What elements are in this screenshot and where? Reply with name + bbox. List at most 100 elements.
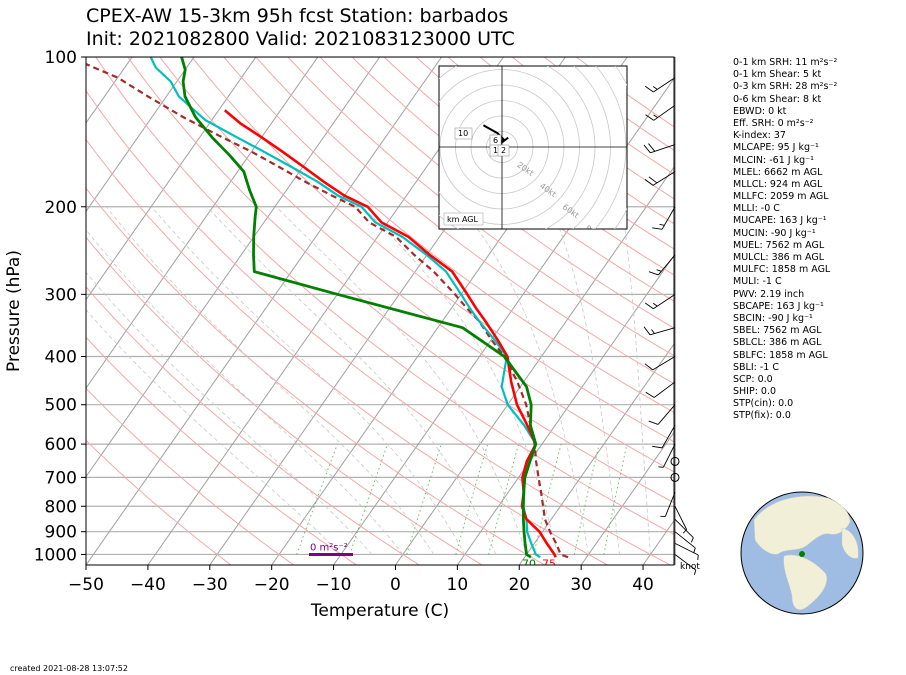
dry-adiabat [223, 57, 674, 413]
index-line: MLCAPE: 95 J kg⁻¹ [733, 142, 819, 154]
hodograph-height-label: 2 [501, 146, 506, 155]
index-line: MLLFC: 2059 m AGL [733, 191, 829, 203]
index-line: SBCAPE: 163 J kg⁻¹ [733, 300, 824, 312]
dewpoint-line [180, 57, 538, 559]
wind-barb [661, 425, 676, 449]
x-tick-label: −40 [130, 575, 166, 595]
index-line: EBWD: 0 kt [733, 105, 787, 117]
x-axis-label: Temperature (C) [310, 601, 449, 621]
dry-adiabat [86, 138, 608, 565]
isotherm [580, 431, 674, 565]
indices-panel: 0-1 km SRH: 11 m²s⁻² 0-1 km Shear: 5 kt 0-… [733, 57, 903, 423]
x-tick-label: 40 [632, 575, 654, 595]
station-marker [799, 551, 805, 557]
index-line: MLEL: 6662 m AGL [733, 166, 823, 178]
isotherm [395, 166, 674, 565]
dry-adiabat [86, 236, 483, 565]
wind-barb-flag [693, 547, 696, 553]
wind-barb [674, 542, 699, 556]
chart-subtitle: Init: 2021082800 Valid: 2021083123000 UT… [86, 28, 515, 50]
wind-barb-flag [656, 269, 662, 272]
moist-adiabat [460, 206, 589, 555]
dry-adiabat [86, 187, 546, 565]
index-line: STP(cin): 0.0 [733, 398, 794, 410]
wind-barb [674, 506, 688, 530]
index-line: 0-6 km Shear: 8 kt [733, 93, 822, 105]
x-tick-label: −10 [316, 575, 352, 595]
x-tick-label: 0 [390, 575, 401, 595]
y-axis-label: Pressure (hPa) [4, 250, 24, 372]
index-line: SBLCL: 386 m AGL [733, 337, 822, 349]
wind-barb-flag [652, 227, 663, 230]
y-tick-label: 600 [45, 435, 77, 455]
index-line: MULI: -1 C [733, 276, 782, 288]
x-tick-label: −50 [68, 575, 104, 595]
hodograph-ring-label: 80kt [583, 223, 603, 241]
parcel-line [86, 62, 569, 559]
moist-adiabat [206, 206, 497, 555]
srh-label: 0 m²s⁻² [310, 542, 348, 553]
wind-barb-flag [682, 529, 687, 534]
mixing-ratio-line [603, 444, 628, 555]
x-tick-label: 20 [508, 575, 530, 595]
index-line: SBEL: 7562 m AGL [733, 325, 822, 337]
mixing-ratio-line [533, 443, 562, 555]
index-line: STP(fix): 0.0 [733, 410, 791, 422]
wind-barb-flag [644, 363, 653, 371]
index-line: SBLI: -1 C [733, 361, 779, 373]
isotherm [86, 57, 381, 478]
mixing-ratio-line [488, 443, 520, 555]
wind-barb-flag [643, 144, 651, 154]
plot-frame [85, 56, 675, 566]
index-line: SHIP: 0.0 [733, 386, 777, 398]
calm-wind-marker [670, 456, 680, 466]
wind-barb-flag [693, 569, 697, 575]
wind-barb [653, 77, 676, 93]
wind-barb-flag [645, 391, 655, 398]
wind-barb-flag [648, 420, 659, 425]
dry-adiabat [127, 57, 674, 504]
y-tick-label: 400 [45, 348, 77, 368]
dry-adiabat [255, 57, 674, 385]
wind-barb-flag [648, 143, 656, 152]
wind-barb-flag [659, 224, 665, 226]
x-tick-label: 10 [447, 575, 469, 595]
wind-barb-flag [651, 329, 655, 334]
hodograph-units-box [443, 212, 484, 226]
isotherm [456, 254, 674, 565]
wind-barb [664, 492, 676, 517]
dry-adiabat [86, 387, 294, 565]
hodograph-units-label: km AGL [447, 215, 479, 224]
index-line: MLLCL: 924 m AGL [733, 178, 823, 190]
calm-wind-marker [670, 472, 680, 482]
index-line: PWV: 2.19 inch [733, 288, 805, 300]
moist-adiabat [550, 206, 620, 555]
wind-barb [674, 554, 697, 571]
dry-adiabat [319, 57, 674, 329]
moist-adiabat [151, 206, 466, 555]
surface-t-label: 75 [542, 557, 556, 570]
isotherm [518, 343, 674, 565]
wind-barb [674, 531, 696, 549]
globe-locator-map [740, 491, 864, 615]
wind-barb-flag [690, 537, 694, 543]
isotherm [86, 57, 257, 301]
wind-barb [653, 293, 676, 310]
chart-title: CPEX-AW 15-3km 95h fcst Station: barbado… [86, 5, 509, 27]
dry-adiabat [86, 89, 671, 565]
wind-barb-flag [652, 445, 663, 449]
wind-units-label: knot [680, 562, 700, 572]
wind-barb-flag [652, 302, 658, 307]
index-line: MUCIN: -90 J kg⁻¹ [733, 227, 816, 239]
wind-barb-flag [644, 179, 654, 186]
created-timestamp: created 2021-08-28 13:07:52 [10, 664, 128, 673]
index-line: MUCAPE: 163 J kg⁻¹ [733, 215, 827, 227]
wind-barb-flag [658, 466, 664, 468]
index-line: MLLI: -0 C [733, 203, 780, 215]
wind-barb [661, 206, 676, 230]
wind-barb-flag [648, 176, 658, 184]
y-tick-label: 900 [45, 523, 77, 543]
mixing-ratio-line [406, 443, 442, 555]
wind-barb-flag [697, 554, 699, 561]
